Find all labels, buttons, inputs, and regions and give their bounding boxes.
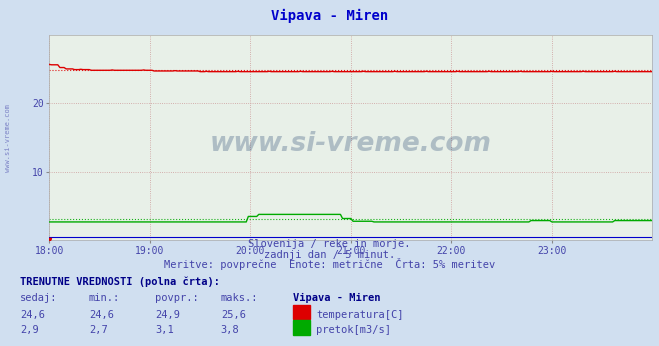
Text: povpr.:: povpr.:	[155, 293, 198, 303]
Text: 2,9: 2,9	[20, 325, 38, 335]
Text: 25,6: 25,6	[221, 310, 246, 320]
Text: TRENUTNE VREDNOSTI (polna črta):: TRENUTNE VREDNOSTI (polna črta):	[20, 277, 219, 288]
Text: maks.:: maks.:	[221, 293, 258, 303]
Text: min.:: min.:	[89, 293, 120, 303]
Text: 24,9: 24,9	[155, 310, 180, 320]
Text: Vipava - Miren: Vipava - Miren	[271, 9, 388, 23]
Text: 2,7: 2,7	[89, 325, 107, 335]
Text: pretok[m3/s]: pretok[m3/s]	[316, 325, 391, 335]
Text: zadnji dan / 5 minut.: zadnji dan / 5 minut.	[264, 250, 395, 260]
Text: Vipava - Miren: Vipava - Miren	[293, 293, 381, 303]
Text: temperatura[C]: temperatura[C]	[316, 310, 404, 320]
Text: 3,8: 3,8	[221, 325, 239, 335]
Text: www.si-vreme.com: www.si-vreme.com	[210, 131, 492, 157]
Text: 3,1: 3,1	[155, 325, 173, 335]
Text: Meritve: povprečne  Enote: metrične  Črta: 5% meritev: Meritve: povprečne Enote: metrične Črta:…	[164, 258, 495, 270]
Text: Slovenija / reke in morje.: Slovenija / reke in morje.	[248, 239, 411, 249]
Text: 24,6: 24,6	[20, 310, 45, 320]
Text: 24,6: 24,6	[89, 310, 114, 320]
Text: sedaj:: sedaj:	[20, 293, 57, 303]
Text: www.si-vreme.com: www.si-vreme.com	[5, 104, 11, 172]
